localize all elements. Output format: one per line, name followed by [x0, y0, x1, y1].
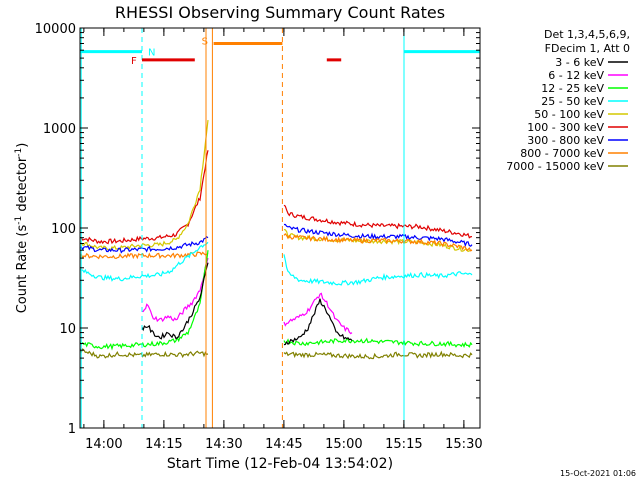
series-line-800-7000-keV-2: [283, 232, 473, 252]
series-line-6-12-keV-1: [141, 257, 209, 323]
legend-entry-label: 25 - 50 keV: [541, 95, 604, 108]
chart-title: RHESSI Observing Summary Count Rates: [115, 3, 445, 22]
y-tick-label: 10: [59, 322, 76, 337]
y-axis-label: Count Rate (s-1 detector-1): [14, 143, 30, 314]
flare-flag-label: F: [131, 56, 137, 67]
legend-header-line: FDecim 1, Att 0: [545, 42, 630, 55]
legend-header-line: Det 1,3,4,5,6,9,: [544, 28, 630, 41]
x-tick-label: 14:15: [145, 437, 182, 452]
series-line-800-7000-keV-1: [79, 251, 209, 260]
series-line-100-300-keV-2: [283, 204, 473, 239]
night-flag-label: N: [148, 48, 155, 59]
series-line-300-800-keV-1: [79, 236, 209, 254]
x-tick-label: 14:30: [205, 437, 242, 452]
series-line-7000-15000-keV-2: [283, 350, 473, 360]
x-tick-label: 15:30: [445, 437, 482, 452]
x-tick-label: 14:45: [265, 437, 302, 452]
legend-entry-label: 3 - 6 keV: [555, 56, 604, 69]
legend-entry-label: 7000 - 15000 keV: [506, 160, 604, 173]
y-tick-label: 1000: [43, 122, 76, 137]
plot-frame: [79, 27, 481, 429]
series-line-3-6-keV-1: [141, 262, 209, 340]
x-tick-label: 15:15: [385, 437, 422, 452]
x-tick-label: 14:00: [85, 437, 122, 452]
series-line-12-25-keV-2: [283, 337, 473, 349]
y-tick-label: 1: [68, 422, 76, 437]
date-stamp: 15-Oct-2021 01:06: [560, 469, 636, 478]
legend-entry-label: 12 - 25 keV: [541, 82, 604, 95]
legend-entry-label: 100 - 300 keV: [527, 121, 604, 134]
series-line-7000-15000-keV-1: [79, 348, 209, 359]
series-line-100-300-keV-1: [80, 150, 209, 245]
series-line-6-12-keV-2: [283, 292, 353, 335]
y-tick-label: 10000: [35, 22, 76, 37]
x-tick-label: 15:00: [325, 437, 362, 452]
series-line-12-25-keV-1: [79, 250, 209, 351]
y-tick-label: 100: [51, 222, 76, 237]
series-line-50-100-keV-1: [79, 120, 209, 251]
legend-entry-label: 50 - 100 keV: [534, 108, 604, 121]
series-line-25-50-keV-2: [283, 254, 473, 286]
legend: Det 1,3,4,5,6,9,FDecim 1, Att 03 - 6 keV…: [506, 28, 630, 173]
x-axis-label: Start Time (12-Feb-04 13:54:02): [167, 456, 393, 472]
saa-flag-label: S: [202, 36, 208, 47]
series-layer: [79, 120, 473, 360]
legend-entry-label: 6 - 12 keV: [548, 69, 604, 82]
flag-layer: NF S: [80, 28, 480, 428]
legend-entry-label: 300 - 800 keV: [527, 134, 604, 147]
series-line-3-6-keV-2: [283, 298, 353, 346]
series-line-300-800-keV-2: [284, 223, 473, 248]
legend-entry-label: 800 - 7000 keV: [520, 147, 604, 160]
axes-layer: 1 10 100 1000 10000 14:00 14:15 14:30 14:45 15:00…: [35, 22, 483, 452]
series-line-25-50-keV-1: [79, 241, 209, 282]
